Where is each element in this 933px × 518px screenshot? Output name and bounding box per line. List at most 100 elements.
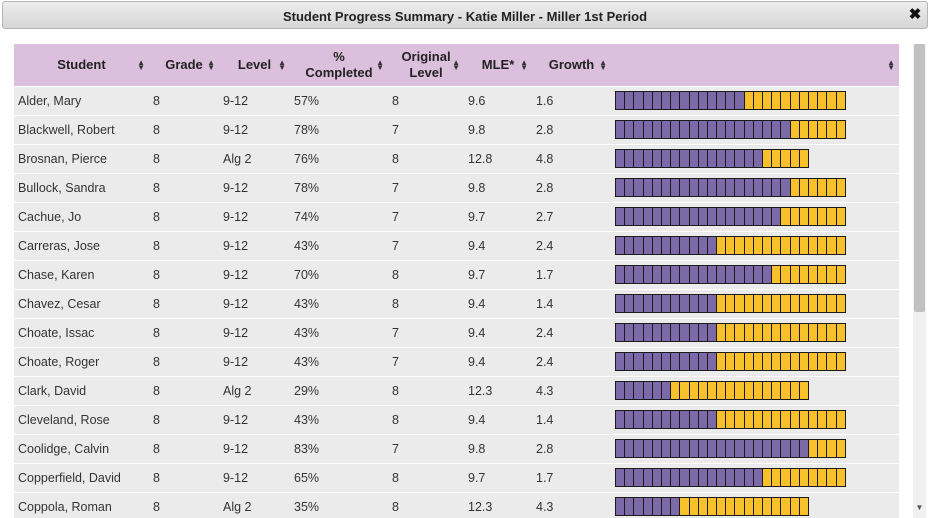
sort-icon[interactable]: ▲ ▼ bbox=[278, 57, 286, 72]
cell-mle: 9.7 bbox=[468, 267, 486, 282]
cell-completed: 70% bbox=[294, 267, 320, 282]
column-header-progress[interactable]: ▲ ▼ bbox=[611, 44, 899, 86]
sort-icon[interactable]: ▲ ▼ bbox=[887, 57, 895, 72]
sort-icon[interactable]: ▲ ▼ bbox=[452, 57, 460, 72]
cell-mle: 9.4 bbox=[468, 238, 486, 253]
column-header-completed[interactable]: % Completed ▲ ▼ bbox=[290, 44, 388, 86]
column-header-label: Growth bbox=[548, 56, 595, 72]
column-header-grade[interactable]: Grade ▲ ▼ bbox=[149, 44, 219, 86]
cell-original: 7 bbox=[392, 354, 399, 369]
scrollbar-thumb[interactable] bbox=[914, 44, 925, 312]
table-row[interactable]: Clark, David 8 Alg 2 29% 8 12.3 4.3 bbox=[14, 376, 899, 405]
cell-growth: 1.6 bbox=[536, 93, 554, 108]
progress-segment-remaining bbox=[835, 236, 846, 255]
cell-mle: 9.7 bbox=[468, 470, 486, 485]
table-row[interactable]: Cachue, Jo 8 9-12 74% 7 9.7 2.7 bbox=[14, 202, 899, 231]
cell-student: Coolidge, Calvin bbox=[18, 441, 110, 456]
cell-student: Alder, Mary bbox=[18, 93, 82, 108]
cell-mle: 9.4 bbox=[468, 354, 486, 369]
table-row[interactable]: Carreras, Jose 8 9-12 43% 7 9.4 2.4 bbox=[14, 231, 899, 260]
cell-progress bbox=[611, 86, 899, 115]
cell-level: 9-12 bbox=[223, 354, 249, 369]
cell-mle: 12.3 bbox=[468, 499, 493, 514]
sort-icon[interactable]: ▲ ▼ bbox=[137, 57, 145, 72]
cell-original: 8 bbox=[392, 383, 399, 398]
cell-progress bbox=[611, 115, 899, 144]
cell-student: Coppola, Roman bbox=[18, 499, 112, 514]
table-row[interactable]: Brosnan, Pierce 8 Alg 2 76% 8 12.8 4.8 bbox=[14, 144, 899, 173]
cell-progress bbox=[611, 202, 899, 231]
cell-level: Alg 2 bbox=[223, 151, 252, 166]
column-header-label: MLE* bbox=[481, 56, 515, 72]
cell-progress bbox=[611, 376, 899, 405]
progress-segment-remaining bbox=[835, 265, 846, 284]
cell-level: 9-12 bbox=[223, 441, 249, 456]
cell-mle: 9.4 bbox=[468, 296, 486, 311]
progress-bar bbox=[615, 352, 899, 371]
cell-growth: 1.7 bbox=[536, 470, 554, 485]
table-row[interactable]: Coppola, Roman 8 Alg 2 35% 8 12.3 4.3 bbox=[14, 492, 899, 518]
cell-grade: 8 bbox=[153, 383, 160, 398]
cell-student: Choate, Issac bbox=[18, 325, 95, 340]
table-row[interactable]: Blackwell, Robert 8 9-12 78% 7 9.8 2.8 bbox=[14, 115, 899, 144]
sort-icon[interactable]: ▲ ▼ bbox=[207, 57, 215, 72]
cell-level: 9-12 bbox=[223, 93, 249, 108]
cell-progress bbox=[611, 492, 899, 518]
progress-segment-remaining bbox=[835, 410, 846, 429]
progress-bar bbox=[615, 207, 899, 226]
cell-original: 8 bbox=[392, 499, 399, 514]
scroll-down-icon[interactable]: ▼ bbox=[915, 503, 924, 512]
table-row[interactable]: Bullock, Sandra 8 9-12 78% 7 9.8 2.8 bbox=[14, 173, 899, 202]
progress-bar bbox=[615, 410, 899, 429]
cell-growth: 2.7 bbox=[536, 209, 554, 224]
cell-mle: 9.4 bbox=[468, 412, 486, 427]
cell-original: 8 bbox=[392, 93, 399, 108]
cell-level: 9-12 bbox=[223, 412, 249, 427]
table-row[interactable]: Copperfield, David 8 9-12 65% 8 9.7 1.7 bbox=[14, 463, 899, 492]
sort-icon[interactable]: ▲ ▼ bbox=[376, 57, 384, 72]
cell-progress bbox=[611, 260, 899, 289]
table-row[interactable]: Coolidge, Calvin 8 9-12 83% 7 9.8 2.8 bbox=[14, 434, 899, 463]
progress-bar bbox=[615, 468, 899, 487]
column-header-student[interactable]: Student ▲ ▼ bbox=[14, 44, 149, 86]
column-header-growth[interactable]: Growth ▲ ▼ bbox=[532, 44, 611, 86]
progress-segment-remaining bbox=[835, 468, 846, 487]
cell-growth: 1.4 bbox=[536, 296, 554, 311]
cell-grade: 8 bbox=[153, 296, 160, 311]
table-row[interactable]: Cleveland, Rose 8 9-12 43% 8 9.4 1.4 bbox=[14, 405, 899, 434]
table-row[interactable]: Chavez, Cesar 8 9-12 43% 8 9.4 1.4 bbox=[14, 289, 899, 318]
cell-progress bbox=[611, 173, 899, 202]
table-row[interactable]: Chase, Karen 8 9-12 70% 8 9.7 1.7 bbox=[14, 260, 899, 289]
vertical-scrollbar[interactable]: ▲ ▼ bbox=[913, 44, 926, 518]
progress-segment-remaining bbox=[835, 352, 846, 371]
cell-student: Blackwell, Robert bbox=[18, 122, 115, 137]
dialog-titlebar[interactable]: Student Progress Summary - Katie Miller … bbox=[2, 1, 928, 29]
column-header-level[interactable]: Level ▲ ▼ bbox=[219, 44, 290, 86]
column-header-mle[interactable]: MLE* ▲ ▼ bbox=[464, 44, 532, 86]
table-row[interactable]: Alder, Mary 8 9-12 57% 8 9.6 1.6 bbox=[14, 86, 899, 115]
sort-icon[interactable]: ▲ ▼ bbox=[599, 57, 607, 72]
progress-segment-remaining bbox=[835, 207, 846, 226]
column-header-label: % Completed bbox=[305, 48, 373, 80]
sort-icon[interactable]: ▲ ▼ bbox=[520, 57, 528, 72]
cell-student: Chavez, Cesar bbox=[18, 296, 101, 311]
cell-progress bbox=[611, 405, 899, 434]
cell-level: 9-12 bbox=[223, 325, 249, 340]
close-icon[interactable]: ✖ bbox=[908, 6, 922, 23]
table-row[interactable]: Choate, Issac 8 9-12 43% 7 9.4 2.4 bbox=[14, 318, 899, 347]
table-header-row: Student ▲ ▼ Grade ▲ ▼ Level ▲ ▼% Completed ▲ ▼ Orig… bbox=[14, 44, 899, 86]
cell-grade: 8 bbox=[153, 499, 160, 514]
cell-mle: 9.8 bbox=[468, 122, 486, 137]
progress-bar bbox=[615, 120, 899, 139]
cell-mle: 9.4 bbox=[468, 325, 486, 340]
cell-level: 9-12 bbox=[223, 209, 249, 224]
cell-completed: 74% bbox=[294, 209, 320, 224]
table-row[interactable]: Choate, Roger 8 9-12 43% 7 9.4 2.4 bbox=[14, 347, 899, 376]
column-header-original-level[interactable]: Original Level ▲ ▼ bbox=[388, 44, 464, 86]
cell-growth: 4.8 bbox=[536, 151, 554, 166]
cell-student: Cleveland, Rose bbox=[18, 412, 110, 427]
cell-student: Brosnan, Pierce bbox=[18, 151, 107, 166]
progress-bar bbox=[615, 497, 899, 516]
cell-grade: 8 bbox=[153, 93, 160, 108]
cell-original: 7 bbox=[392, 441, 399, 456]
